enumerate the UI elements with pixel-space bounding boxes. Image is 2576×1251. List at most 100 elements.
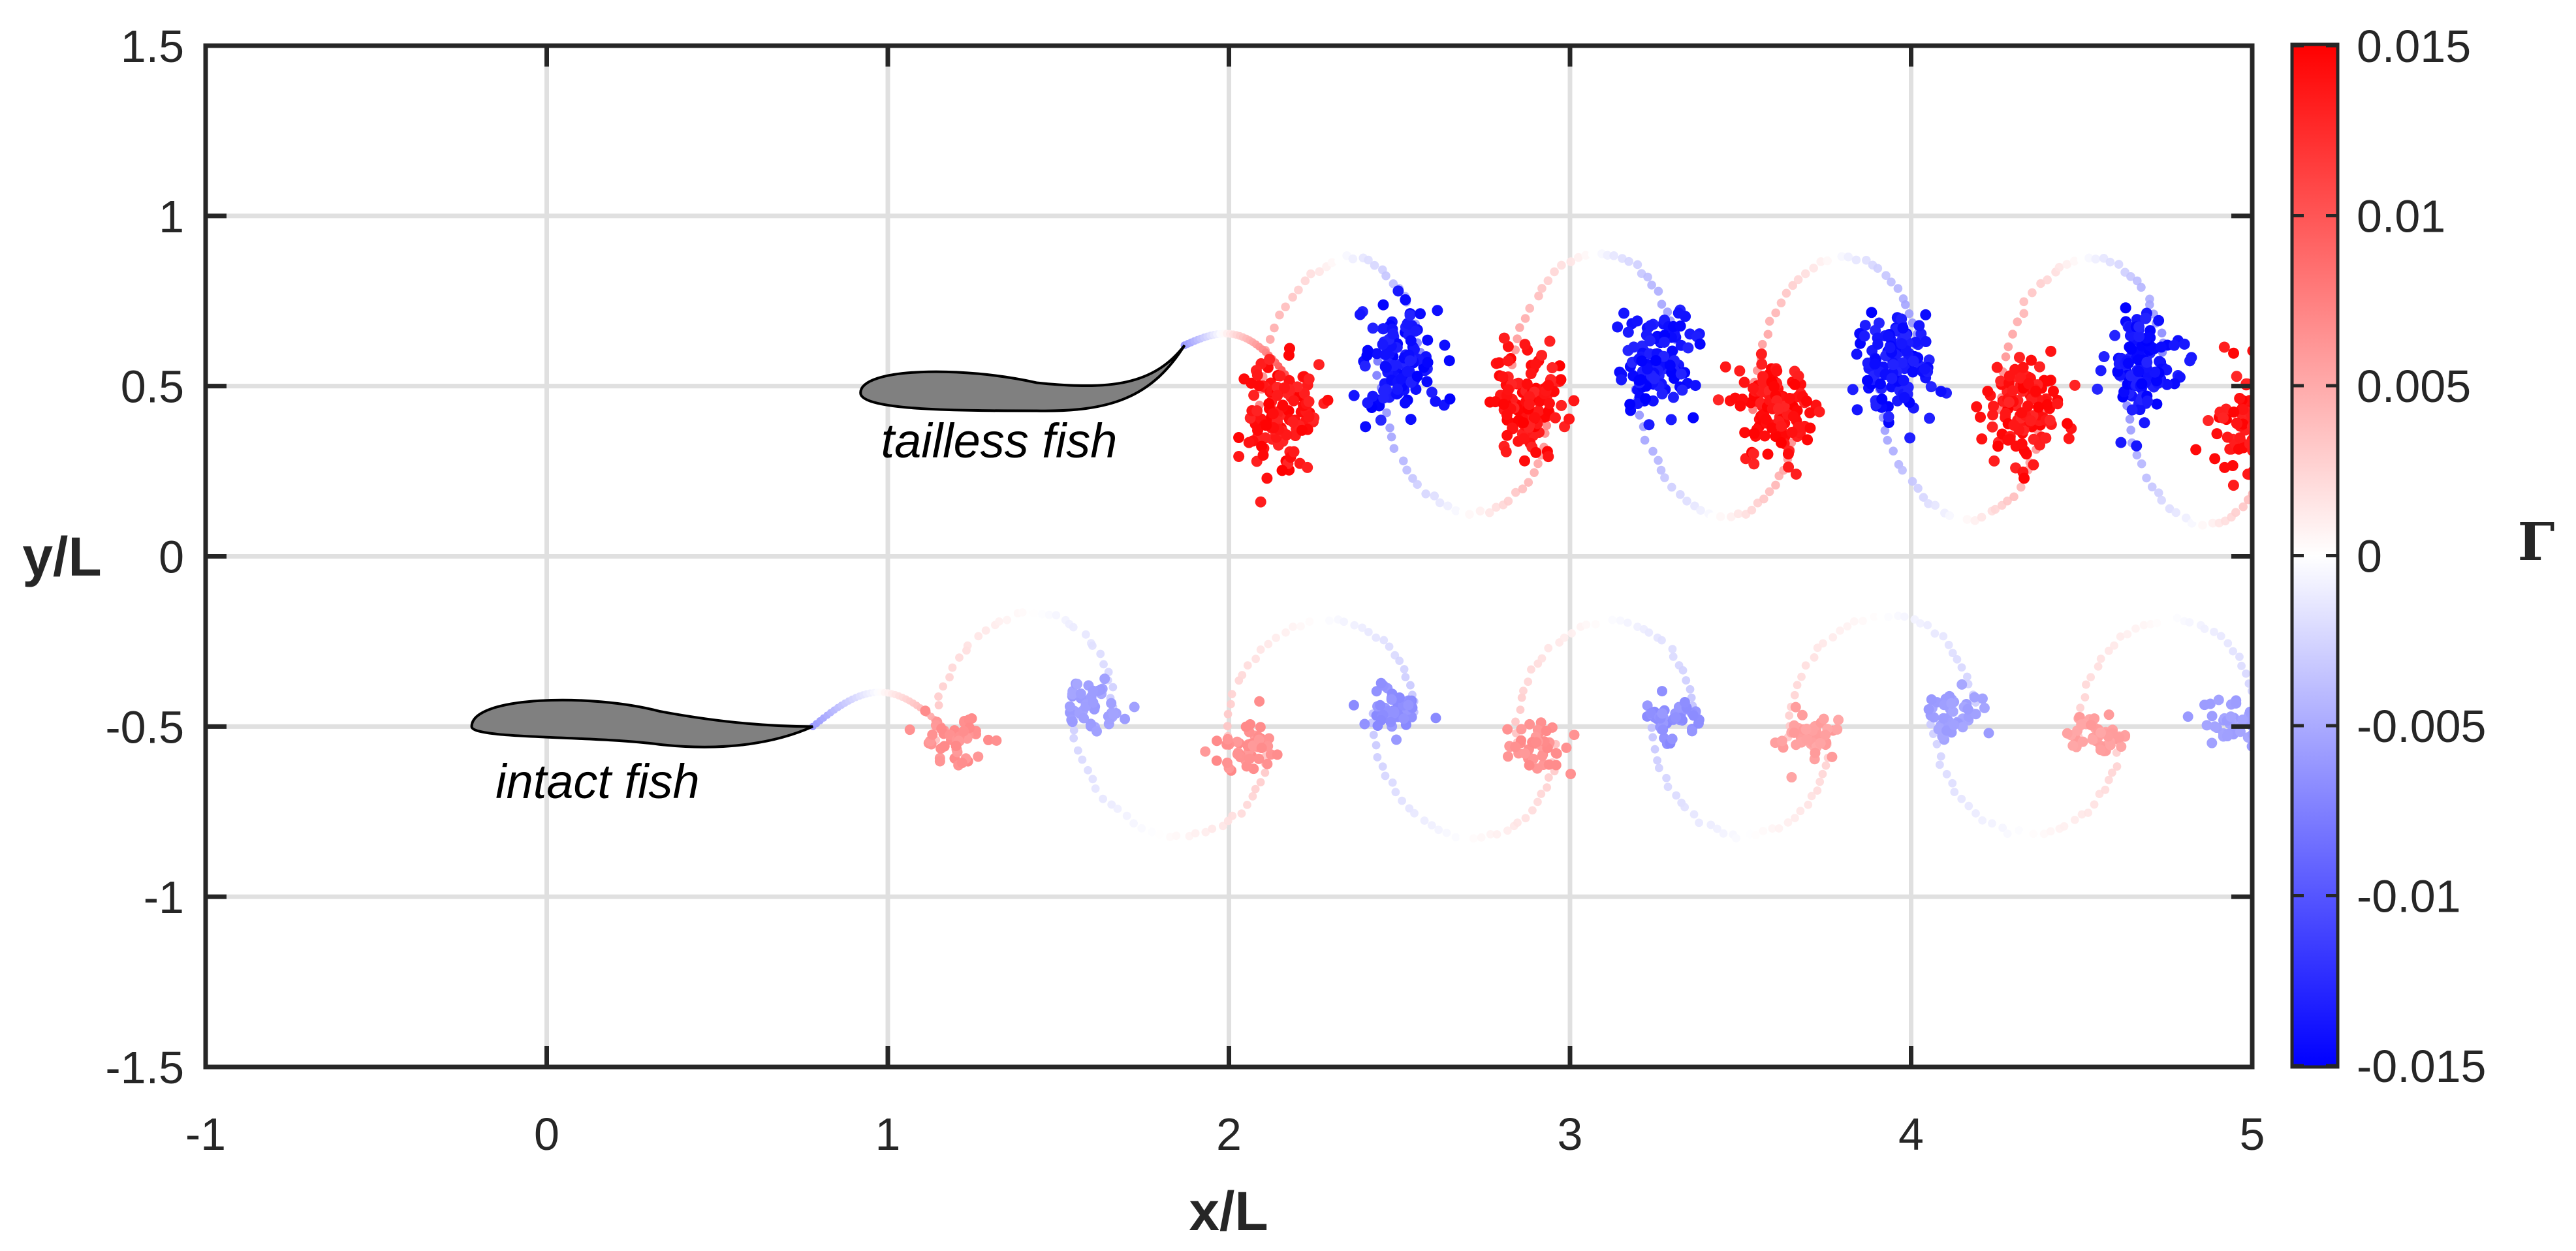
wake-trail-point (1420, 816, 1429, 825)
vortex-core-point (2234, 392, 2246, 404)
y-tick-label: 1 (159, 191, 184, 242)
vortex-core-point (1277, 399, 1289, 411)
vortex-core-point (1793, 370, 1804, 382)
wake-trail-point (1948, 779, 1957, 788)
vortex-core-point (2002, 434, 2014, 446)
wake-trail-point (1588, 249, 1597, 259)
wake-trail-point (1567, 629, 1577, 638)
wake-trail-point (955, 653, 964, 662)
wake-trail-point (1790, 690, 1799, 700)
vortex-core-point (1120, 713, 1131, 724)
vortex-core-point (1501, 409, 1513, 421)
vortex-core-point (1240, 721, 1251, 732)
vortex-core-point (2062, 418, 2073, 429)
vortex-core-point (1772, 403, 1784, 414)
x-tick-label: 3 (1558, 1109, 1583, 1160)
vortex-core-point (1977, 693, 1988, 704)
vortex-core-point (1422, 334, 1434, 346)
wake-trail-point (1908, 476, 1917, 486)
vortex-core-point (1200, 746, 1211, 757)
vortex-core-point (1982, 386, 1994, 397)
vortex-core-point (1108, 709, 1119, 720)
wake-trail-point (1609, 251, 1618, 260)
wake-trail-point (934, 692, 943, 701)
vortex-core-point (1862, 375, 1874, 386)
wake-trail-point (1382, 408, 1391, 418)
vortex-core-point (1541, 726, 1552, 737)
wake-trail-point (1516, 705, 1525, 715)
vortex-core-point (950, 741, 962, 752)
wake-trail-point (2036, 279, 2045, 288)
vortex-core-point (1814, 406, 1825, 418)
vortex-core-point (1088, 685, 1099, 696)
wake-trail-point (1678, 666, 1688, 675)
vortex-core-point (1255, 722, 1266, 733)
vortex-core-point (2228, 406, 2240, 418)
wake-trail-point (1315, 267, 1324, 276)
vortex-core-point (1859, 320, 1871, 332)
vortex-core-point (2109, 330, 2121, 341)
wake-trail-point (1408, 474, 1417, 483)
vortex-core-point (1874, 378, 1886, 390)
wake-trail-point (1378, 762, 1387, 771)
wake-trail-point (1707, 512, 1717, 521)
wake-trail-point (1388, 778, 1397, 787)
vortex-core-point (1313, 359, 1325, 371)
vortex-core-point (1679, 696, 1690, 707)
vortex-core-point (1261, 420, 1272, 431)
vortex-core-point (1500, 446, 1512, 457)
vortex-core-point (1530, 446, 1542, 458)
wake-trail-point (1475, 506, 1485, 516)
wake-trail-point (1306, 269, 1315, 279)
vortex-core-point (2209, 721, 2220, 732)
vortex-core-point (1771, 365, 1783, 377)
wake-trail-point (2001, 352, 2011, 362)
wake-trail-point (1148, 827, 1157, 837)
vortex-core-point (1091, 726, 1102, 737)
vortex-core-point (1253, 753, 1264, 764)
wake-trail-point (1096, 649, 1105, 658)
vortex-core-point (2213, 694, 2224, 705)
vortex-core-point (2016, 438, 2028, 450)
wake-trail-point (1261, 768, 1270, 777)
vortex-core-point (1975, 411, 1987, 423)
wake-trail-point (1616, 616, 1625, 625)
wake-trail-point (1537, 790, 1546, 798)
wake-trail-point (1537, 284, 1547, 293)
vortex-core-point (1243, 437, 1255, 448)
vortex-core-point (1099, 673, 1110, 685)
wake-trail-point (1107, 800, 1116, 809)
y-tick-label: -0.5 (105, 702, 184, 752)
wake-trail-point (1402, 465, 1411, 475)
wake-trail-point (1272, 634, 1281, 642)
vortex-core-point (1211, 755, 1222, 766)
wake-trail-point (1237, 809, 1246, 818)
vortex-core-point (1399, 397, 1411, 409)
wake-trail-point (1227, 690, 1236, 699)
vortex-core-point (1302, 461, 1313, 473)
wake-trail-point (1727, 512, 1736, 521)
vortex-core-point (2103, 709, 2114, 720)
wake-trail-point (1503, 826, 1512, 835)
vortex-core-point (1667, 734, 1678, 745)
vortex-core-point (1631, 315, 1643, 327)
vortex-core-point (904, 724, 915, 735)
vortex-core-point (1628, 341, 1640, 353)
wake-trail-point (2154, 488, 2163, 497)
vortex-core-point (1935, 386, 1947, 397)
wake-trail-point (2069, 256, 2079, 266)
wake-trail-point (1643, 272, 1652, 282)
wake-trail-point (1113, 805, 1122, 813)
wake-trail-point (1256, 778, 1265, 787)
wake-trail-point (1088, 775, 1097, 784)
vortex-core-point (1859, 330, 1870, 342)
x-axis-label: x/L (1189, 1181, 1268, 1242)
wake-trail-point (2210, 627, 2218, 636)
wake-trail-point (1350, 621, 1359, 630)
wake-trail-point (2104, 775, 2113, 784)
wake-trail-point (994, 617, 1003, 626)
vortex-core-point (2018, 472, 2030, 484)
vortex-core-point (1426, 386, 1437, 398)
wake-trail-point (1977, 512, 1987, 522)
wake-trail-point (1881, 271, 1891, 280)
